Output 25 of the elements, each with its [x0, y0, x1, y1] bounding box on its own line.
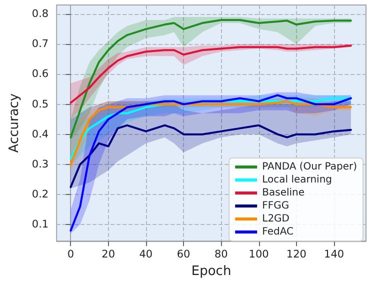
x-axis-title: Epoch	[191, 264, 232, 279]
y-tick-label: 0.8	[32, 8, 49, 20]
legend-label: Local learning	[262, 174, 332, 186]
x-tick-label: 140	[324, 248, 344, 261]
y-tick-label: 0.6	[32, 68, 49, 80]
x-tick-label: 20	[102, 248, 116, 261]
y-tick-label: 0.5	[32, 98, 49, 110]
legend-label: Baseline	[262, 188, 305, 198]
y-axis-title: Accuracy	[7, 93, 22, 153]
y-tick-label: 0.7	[32, 38, 49, 50]
y-tick-label: 0.3	[32, 158, 49, 170]
legend-label: PANDA (Our Paper)	[262, 162, 358, 172]
legend-label: L2GD	[262, 214, 290, 224]
x-tick-label: 80	[214, 248, 228, 261]
x-tick-label: 0	[67, 248, 74, 261]
y-tick-label: 0.1	[32, 218, 49, 231]
x-tick-label: 120	[286, 248, 306, 261]
y-tick-label: 0.2	[32, 188, 49, 200]
x-tick-label: 40	[139, 248, 153, 261]
legend-label: FFGG	[262, 200, 290, 212]
x-tick-label: 60	[176, 248, 190, 261]
x-tick-label: 100	[248, 248, 269, 261]
line-series	[70, 44, 352, 104]
y-tick-label: 0.4	[32, 128, 49, 140]
legend-label: FedAC	[262, 226, 294, 238]
